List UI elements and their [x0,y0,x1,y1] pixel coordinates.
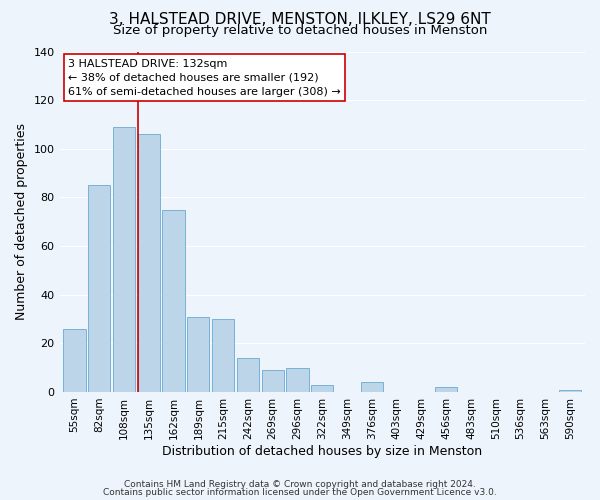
Bar [311,384,334,392]
Text: Contains HM Land Registry data © Crown copyright and database right 2024.: Contains HM Land Registry data © Crown c… [124,480,476,489]
X-axis label: Distribution of detached houses by size in Menston: Distribution of detached houses by size … [162,444,482,458]
Bar [63,328,86,392]
Bar [361,382,383,392]
Y-axis label: Number of detached properties: Number of detached properties [15,123,28,320]
Bar [237,358,259,392]
Text: Contains public sector information licensed under the Open Government Licence v3: Contains public sector information licen… [103,488,497,497]
Bar [212,319,234,392]
Bar [435,387,457,392]
Text: 3 HALSTEAD DRIVE: 132sqm
← 38% of detached houses are smaller (192)
61% of semi-: 3 HALSTEAD DRIVE: 132sqm ← 38% of detach… [68,59,341,97]
Bar [262,370,284,392]
Bar [163,210,185,392]
Bar [113,127,135,392]
Bar [187,316,209,392]
Bar [137,134,160,392]
Bar [559,390,581,392]
Text: 3, HALSTEAD DRIVE, MENSTON, ILKLEY, LS29 6NT: 3, HALSTEAD DRIVE, MENSTON, ILKLEY, LS29… [109,12,491,28]
Bar [286,368,308,392]
Bar [88,186,110,392]
Text: Size of property relative to detached houses in Menston: Size of property relative to detached ho… [113,24,487,37]
